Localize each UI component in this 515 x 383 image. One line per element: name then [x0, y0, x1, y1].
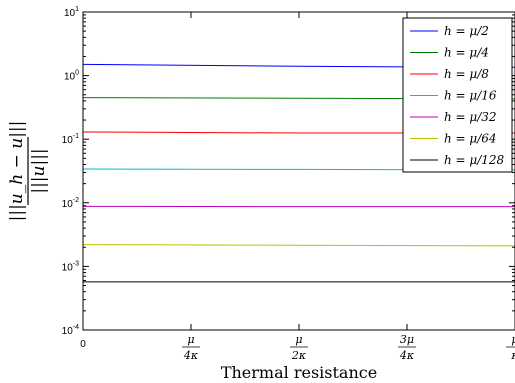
x-tick-label-numerator: 3μ: [400, 333, 414, 346]
legend-label: h = μ/16: [444, 89, 497, 103]
y-tick-label: 10-1: [62, 133, 79, 146]
y-tick-label: 10-2: [62, 197, 79, 210]
y-axis-label: |||u_h − u||| |||u|||: [7, 121, 49, 222]
y-axis-label-denominator: |||u|||: [29, 148, 49, 193]
legend-label: h = μ/4: [444, 46, 489, 60]
legend-label: h = μ/32: [444, 110, 497, 124]
legend-label: h = μ/64: [444, 132, 497, 146]
legend-label: h = μ/128: [444, 153, 505, 167]
y-tick-label: 10-3: [62, 260, 79, 273]
x-tick-label-numerator: μ: [295, 333, 302, 346]
series-lines: [82, 63, 515, 283]
y-axis-label-numerator: |||u_h − u|||: [7, 121, 27, 222]
legend-label: h = μ/8: [444, 67, 489, 81]
y-tick-label: 10-4: [62, 324, 79, 337]
legend: h = μ/2 h = μ/4 h = μ/8 h = μ/16 h = μ/32 h =…: [402, 17, 513, 173]
x-tick-label-numerator: μ: [511, 333, 515, 346]
series-line: [82, 244, 515, 247]
legend-label: h = μ/2: [444, 24, 489, 38]
x-tick-label-denominator: 4κ: [399, 349, 415, 362]
x-axis-label: Thermal resistance: [221, 363, 377, 382]
x-tick-label: 0: [80, 339, 86, 350]
x-tick-label-denominator: 2κ: [291, 349, 307, 362]
x-tick-label-denominator: κ: [510, 349, 515, 362]
y-tick-label: 100: [64, 70, 79, 83]
x-tick-label-denominator: 4κ: [183, 349, 199, 362]
x-tick-label-numerator: μ: [187, 333, 194, 346]
y-tick-label: 101: [64, 6, 79, 19]
legend-items: h = μ/2 h = μ/4 h = μ/8 h = μ/16 h = μ/32 h =…: [410, 24, 505, 167]
